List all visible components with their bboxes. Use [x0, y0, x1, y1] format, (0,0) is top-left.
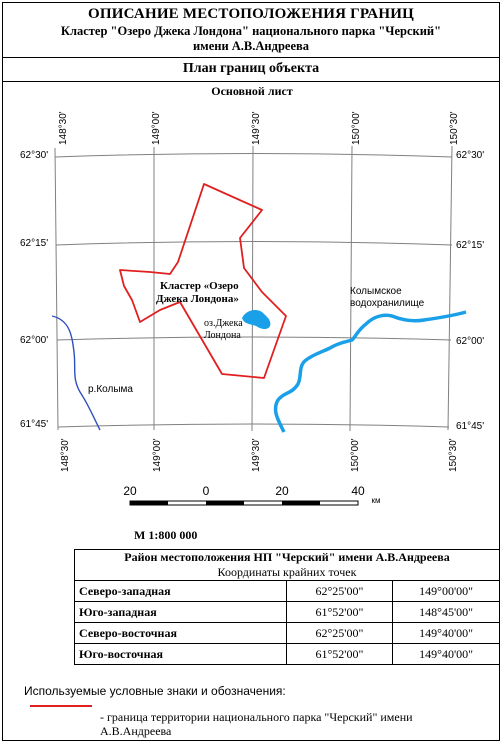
scale-bar-segment-2: [206, 501, 244, 505]
lon-label-bottom-4: 150°00': [350, 438, 361, 472]
point-name: Северо-западная: [74, 580, 287, 602]
cluster-label-line1: Кластер «Озеро: [160, 280, 239, 292]
lon-label-top-3: 149°30': [251, 111, 262, 145]
coordinates-table: Район местоположения НП "Черский" имени …: [74, 549, 500, 665]
point-lon: 148°45'00": [392, 601, 500, 623]
point-name: Северо-восточная: [74, 622, 287, 644]
lat-label-left-2: 62°15': [20, 238, 48, 249]
legend-title: Используемые условные знаки и обозначени…: [24, 684, 286, 698]
meridian-148-30: [54, 147, 59, 431]
meridian-150-30: [447, 145, 453, 431]
lon-label-bottom-1: 148°30': [60, 438, 71, 472]
reservoir-label-line1: Колымское: [350, 286, 402, 297]
lon-label-top-1: 148°30': [58, 111, 69, 145]
point-lat: 62°25'00": [285, 622, 394, 644]
park-boundary: [119, 183, 287, 379]
lat-label-right-3: 62°00': [456, 336, 484, 347]
lon-label-bottom-3: 149°30': [251, 438, 262, 472]
lat-label-left-4: 61°45': [20, 419, 48, 430]
lon-label-top-2: 149°00': [151, 111, 162, 145]
lat-label-right-2: 62°15': [456, 240, 484, 251]
boundary-map: 148°30' 149°00' 149°30' 150°00' 150°30' …: [20, 111, 484, 506]
header: ОПИСАНИЕ МЕСТОПОЛОЖЕНИЯ ГРАНИЦ Кластер "…: [2, 2, 500, 58]
point-name: Юго-восточная: [74, 643, 287, 665]
scale-tick-1: 20: [123, 484, 137, 498]
lat-label-left-1: 62°30': [20, 150, 48, 161]
point-lon: 149°40'00": [392, 643, 500, 665]
river-label: р.Колыма: [88, 384, 133, 395]
map-grid: [54, 145, 453, 432]
lake-label-line2: Лондона: [204, 330, 241, 341]
lon-label-top-4: 150°00': [351, 111, 362, 145]
parallel-62-15: [55, 241, 453, 246]
sheet-label: Основной лист: [211, 84, 293, 98]
kolyma-river-upper: [51, 315, 101, 431]
table-row: Юго-западная 61°52'00" 148°45'00": [74, 601, 500, 623]
meridian-150-00: [349, 145, 353, 432]
reservoir-label-line2: водохранилище: [350, 298, 425, 309]
point-lon: 149°40'00": [392, 622, 500, 644]
scale-unit: км: [372, 496, 381, 505]
scale-text: М 1:800 000: [134, 528, 198, 542]
point-name: Юго-западная: [74, 601, 287, 623]
coordinates-table-subtitle: Координаты крайних точек: [74, 565, 500, 581]
parallel-62-30: [54, 153, 453, 158]
lat-label-left-3: 62°00': [20, 335, 48, 346]
scale-bar-segment-1: [130, 501, 168, 505]
table-row: Северо-восточная 62°25'00" 149°40'00": [74, 622, 500, 644]
parallel-62-00: [56, 336, 452, 341]
plan-title: План границ объекта: [2, 58, 500, 82]
page-subtitle-line2: имени А.В.Андреева: [192, 39, 309, 53]
table-row: Северо-западная 62°25'00" 149°00'00": [74, 580, 500, 602]
parallel-61-45: [57, 423, 450, 428]
point-lat: 61°52'00": [285, 601, 394, 623]
point-lat: 62°25'00": [285, 580, 394, 602]
lat-label-right-4: 61°45': [456, 421, 484, 432]
lon-label-bottom-2: 149°00': [152, 438, 163, 472]
point-lat: 61°52'00": [285, 643, 394, 665]
coordinates-table-title: Район местоположения НП "Черский" имени …: [74, 549, 500, 565]
scale-tick-4: 40: [351, 484, 365, 498]
lat-label-right-1: 62°30': [456, 150, 484, 161]
lake-label-line1: оз.Джека: [204, 318, 243, 329]
legend-boundary-line: [30, 705, 92, 707]
point-lon: 149°00'00": [392, 580, 500, 602]
scale-bar-segment-3: [282, 501, 320, 505]
lon-label-bottom-5: 150°30': [448, 438, 459, 472]
table-row: Юго-восточная 61°52'00" 149°40'00": [74, 643, 500, 665]
page-subtitle-line1: Кластер "Озеро Джека Лондона" национальн…: [60, 24, 442, 38]
lon-label-top-5: 150°30': [449, 111, 460, 145]
meridian-149-30: [251, 145, 254, 432]
legend-item-text: - граница территории национального парка…: [100, 710, 413, 738]
page-title: ОПИСАНИЕ МЕСТОПОЛОЖЕНИЯ ГРАНИЦ: [88, 6, 414, 22]
jack-london-lake: [242, 310, 271, 329]
cluster-label-line2: Джека Лондона»: [156, 293, 239, 305]
scale-tick-2: 0: [203, 484, 210, 498]
scale-tick-3: 20: [275, 484, 289, 498]
scale-bar: 20 0 20 40 км: [123, 484, 381, 506]
kolyma-reservoir: [273, 310, 467, 433]
